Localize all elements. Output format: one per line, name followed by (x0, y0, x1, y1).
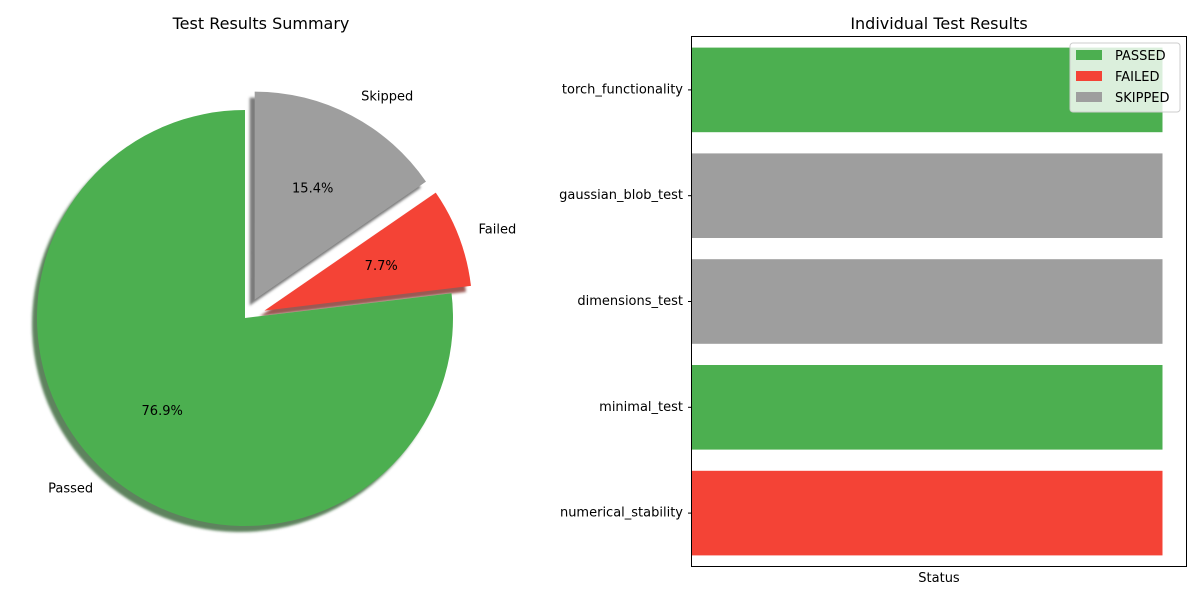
legend-swatch-failed (1076, 71, 1102, 81)
pie-slice-passed (37, 110, 454, 526)
pie-chart: Test Results Summary Passed 76.9% Failed 7.… (32, 14, 516, 533)
y-tick-label-minimal-test: minimal_test (599, 400, 683, 415)
legend-label-skipped: SKIPPED (1115, 91, 1170, 106)
pie-label-passed: Passed (48, 482, 93, 497)
pie-slice-failed (264, 192, 471, 311)
x-axis-label: Status (918, 571, 960, 586)
legend-swatch-skipped (1076, 92, 1102, 102)
bar-dimensions-test (692, 259, 1163, 344)
pie-percent-failed: 7.7% (365, 259, 398, 274)
bar-numerical-stability (692, 470, 1163, 556)
plot-frame (691, 36, 1187, 567)
y-tick-label-torch-functionality: torch_functionality (562, 82, 683, 97)
legend-label-passed: PASSED (1115, 49, 1166, 64)
pie-chart-title: Test Results Summary (172, 14, 350, 33)
legend-swatch-passed (1076, 50, 1102, 60)
legend-label-failed: FAILED (1115, 70, 1159, 85)
legend: PASSED FAILED SKIPPED (1069, 42, 1181, 113)
bar-ticks: torch_functionality gaussian_blob_testdim… (559, 82, 692, 521)
pie-slices (37, 91, 471, 526)
bar-minimal-test (692, 365, 1163, 450)
pie-percent-skipped: 15.4% (292, 182, 333, 197)
pie-percent-passed: 76.9% (142, 404, 183, 419)
y-tick-label-dimensions-test: dimensions_test (577, 294, 683, 309)
pie-label-skipped: Skipped (361, 90, 413, 105)
bar-marks (692, 47, 1163, 556)
pie-slice-skipped (254, 91, 426, 300)
pie-label-failed: Failed (479, 222, 517, 237)
bar-gaussian-blob-test (692, 153, 1163, 238)
y-tick-label-numerical-stability: numerical_stability (560, 506, 683, 521)
y-tick-label-gaussian-blob-test: gaussian_blob_test (559, 188, 683, 203)
bar-chart: Individual Test Results torch_functional… (559, 14, 1187, 586)
bar-chart-title: Individual Test Results (850, 14, 1027, 33)
pie-labels: Passed 76.9% Failed 7.7% Skipped 15.4% (48, 90, 516, 497)
